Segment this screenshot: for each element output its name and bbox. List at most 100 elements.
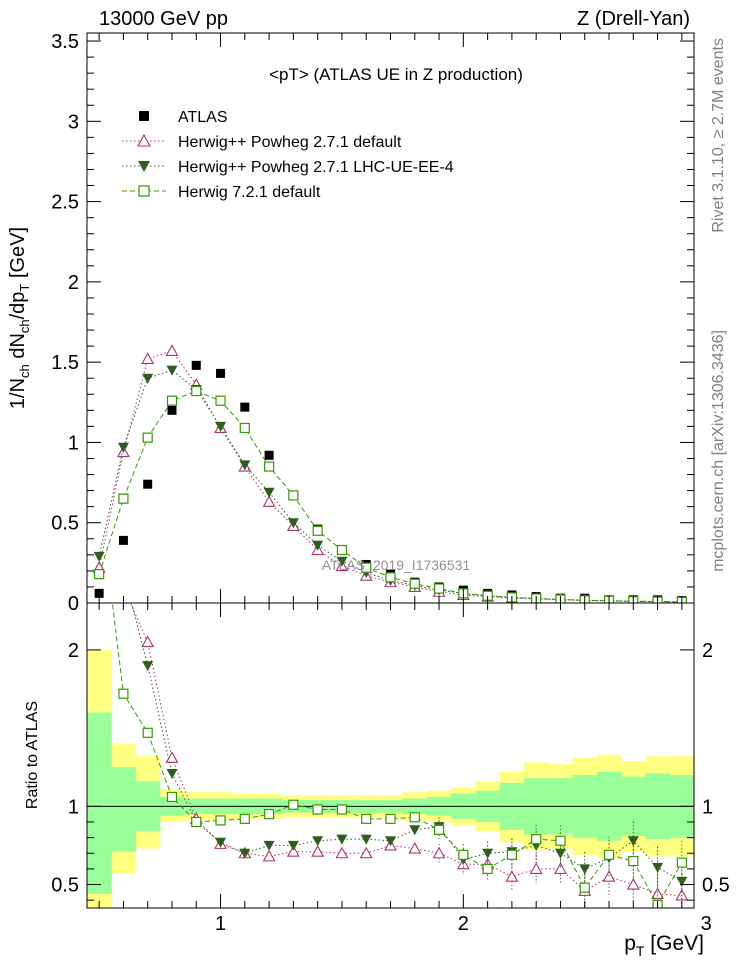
legend-label: ATLAS [178,109,228,126]
ratio-y-tick-label: 0.5 [51,875,79,897]
x-tick-label: 2 [458,913,469,935]
main-point [166,365,178,376]
ratio-y-tick-label-right: 0.5 [702,875,730,897]
main-point [191,385,202,397]
ratio-point [529,862,543,874]
legend-entry: Herwig++ Powheg 2.7.1 LHC-UE-EE-4 [122,159,454,176]
ratio-point [215,837,227,848]
main-point [142,432,153,443]
ratio-point [312,804,323,815]
ratio-y-tick-label-right: 1 [702,796,713,818]
x-tick-label: 3 [701,913,712,935]
legend-entry: Herwig++ Powheg 2.7.1 default [122,133,402,151]
ratio-point [335,846,349,859]
y-tick-label: 2 [68,272,79,294]
ratio-point [555,835,566,846]
ratio-y-tick-label: 1 [68,796,79,818]
ratio-point [118,688,129,699]
main-point [141,352,155,364]
band-inner-bin [111,767,137,852]
ratio-point [579,864,591,875]
ratio-point [141,635,155,648]
analysis-watermark: ATLAS_2019_I1736531 [322,557,471,573]
main-series-3 [94,385,687,603]
x-tick-label: 1 [215,913,226,935]
main-point [118,535,128,545]
main-point [167,405,177,415]
y-tick-label: 0.5 [51,513,79,535]
ratio-point [118,567,129,577]
main-point [264,461,275,472]
ratio-point [336,804,348,815]
main-point [433,583,445,594]
ratio-data-marks [94,207,689,908]
y-tick-label: 1 [68,432,79,454]
ratio-point [311,845,325,857]
main-point [361,562,372,573]
ratio-point [531,834,542,845]
main-point [216,368,226,378]
ratio-point [409,812,420,823]
ratio-point [142,727,153,738]
y-tick-label: 1.5 [51,352,79,374]
main-point [165,344,179,356]
main-point [215,421,227,432]
ratio-point [554,862,567,874]
ratio-point [385,836,396,847]
rivet-label: Rivet 3.1.10, ≥ 2.7M events [710,38,727,233]
main-ticks: 0 0.5 1 1.5 2 2.5 3 3.5 [51,31,694,615]
legend-marker [138,185,150,197]
ratio-point [94,207,105,217]
ratio-series-group [94,207,689,908]
ratio-point [433,824,445,835]
main-point [312,540,324,551]
main-point [287,518,299,529]
legend-label: Herwig 7.2.1 default [178,184,321,201]
ratio-point [482,863,493,874]
ratio-point [239,813,250,824]
ratio-point [118,582,129,592]
ratio-point [312,836,324,847]
main-point [93,551,105,562]
main-ylabel: 1/Nch dNch/dpT [GeV] [7,227,32,409]
ratio-point [505,870,519,882]
mcplots-label: mcplots.cern.ch [arXiv:1306.3436] [710,330,727,572]
main-point [336,544,348,556]
main-point [263,487,275,498]
main-point [94,568,105,580]
ratio-point [142,661,154,672]
main-point [336,556,348,567]
ratio-point [361,813,372,824]
legend-label: Herwig++ Powheg 2.7.1 LHC-UE-EE-4 [178,159,454,176]
main-point [143,479,153,489]
uncertainty-bands [87,649,694,908]
legend-label: Herwig++ Powheg 2.7.1 default [178,134,402,151]
main-point [288,490,299,501]
legend-marker [137,133,151,147]
x-axis-label: pT [GeV] [624,932,704,959]
legend-entry: ATLAS [139,109,228,126]
ratio-point [409,825,421,836]
ratio-point [579,882,590,893]
main-point [240,402,250,412]
main-point [191,360,201,370]
main-point [409,578,420,589]
ratio-ticks: 0.5 0.5 1 1 2 2 1 2 3 [51,603,730,935]
y-tick-label: 3.5 [51,31,79,53]
ratio-point [432,846,446,859]
band-group [87,649,694,908]
ratio-point [262,849,276,862]
main-point [264,450,274,460]
ratio-point [458,849,469,860]
ratio-point [165,751,179,763]
ratio-y-tick-label: 2 [68,640,79,662]
ratio-point [264,809,275,820]
ratio-point [627,836,639,847]
ratio-point [628,855,639,867]
legend-entry: Herwig 7.2.1 default [122,184,321,201]
ratio-y-tick-label-right: 2 [702,640,713,662]
ratio-point [506,849,517,860]
legend: ATLAS Herwig++ Powheg 2.7.1 default Herwig… [122,109,454,201]
legend-marker [138,161,150,172]
